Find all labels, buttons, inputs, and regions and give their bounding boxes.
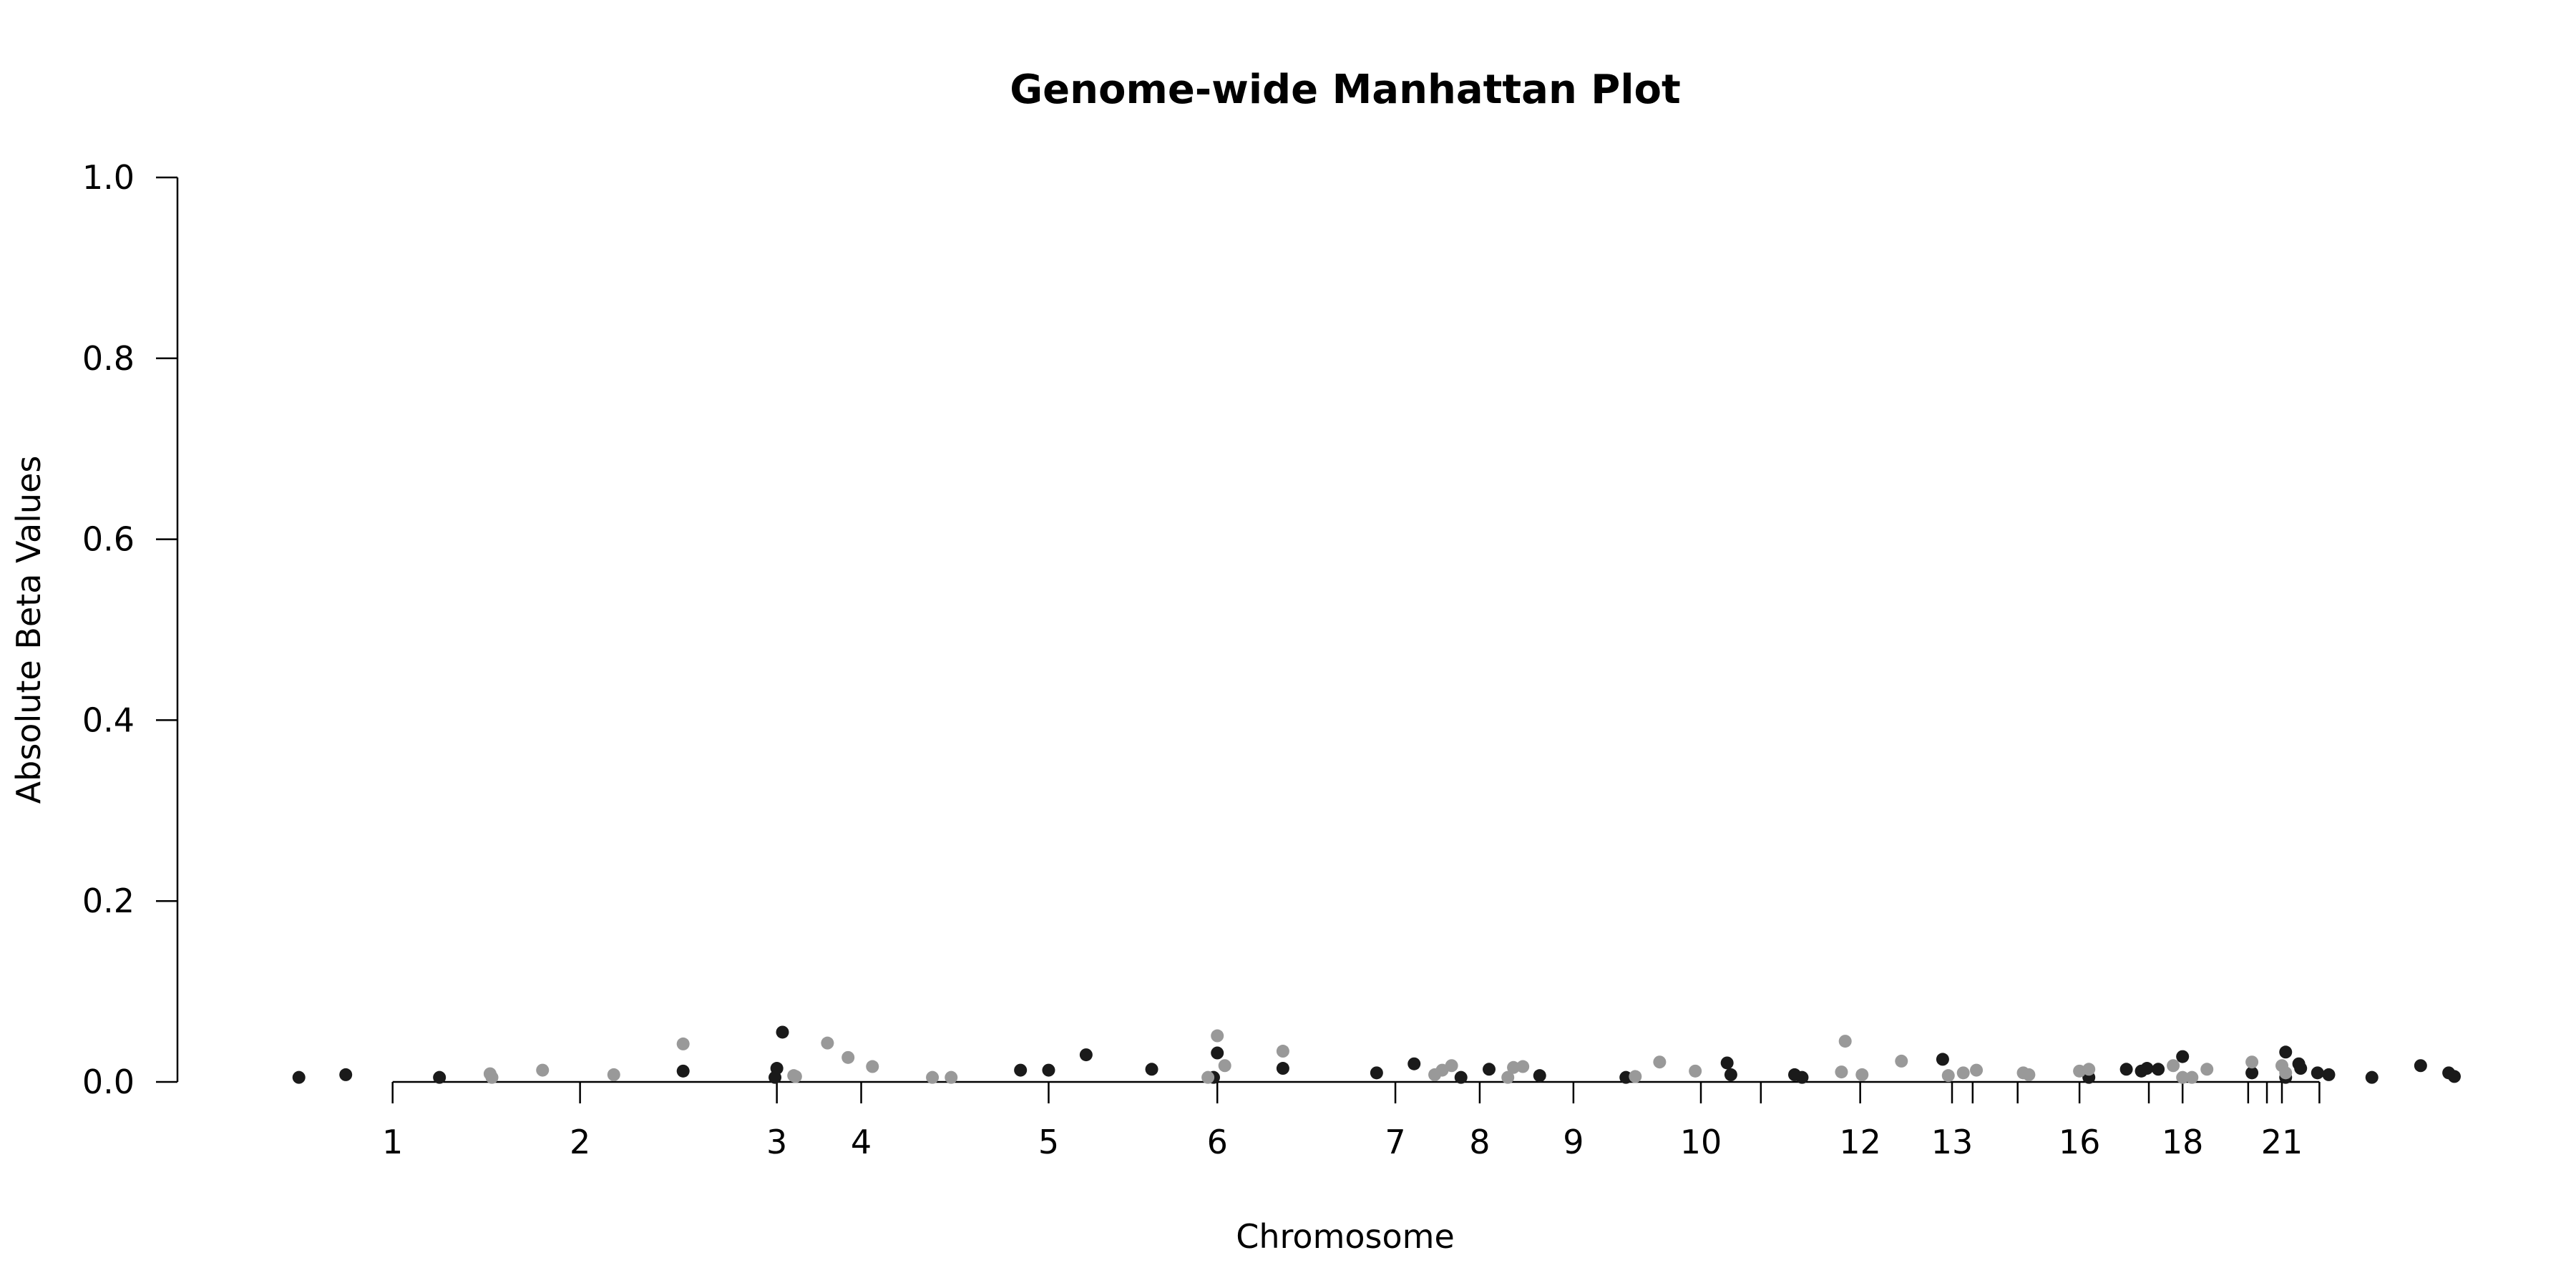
x-tick-label: 5 <box>1038 1123 1059 1161</box>
data-point <box>2322 1068 2336 1081</box>
y-tick-label: 0.4 <box>82 701 135 739</box>
x-tick-label: 8 <box>1469 1123 1490 1161</box>
data-point <box>1407 1057 1421 1070</box>
data-point <box>1445 1059 1458 1073</box>
data-point <box>2185 1070 2199 1084</box>
data-point <box>1042 1063 1055 1077</box>
y-tick-label: 0.2 <box>82 882 135 920</box>
data-point <box>1211 1029 1224 1043</box>
data-point <box>292 1070 306 1084</box>
data-point <box>1079 1048 1093 1062</box>
data-point <box>1201 1070 1215 1084</box>
x-tick-label: 9 <box>1563 1123 1584 1161</box>
x-tick-label: 3 <box>766 1123 787 1161</box>
data-point <box>1835 1065 1848 1079</box>
data-point <box>1720 1056 1734 1070</box>
y-tick-label: 0.0 <box>82 1063 135 1101</box>
x-tick-label: 2 <box>570 1123 590 1161</box>
data-point <box>2176 1070 2190 1084</box>
data-point <box>2119 1063 2133 1076</box>
data-point <box>2140 1062 2154 1075</box>
y-tick-label: 0.6 <box>82 520 135 559</box>
data-point <box>1895 1054 1908 1068</box>
data-point <box>770 1062 784 1075</box>
data-point <box>1014 1063 1028 1077</box>
x-tick-label: 16 <box>2059 1123 2101 1161</box>
data-point <box>821 1036 834 1050</box>
y-tick-label: 1.0 <box>82 158 135 197</box>
data-point <box>1145 1063 1158 1076</box>
data-point <box>1956 1066 1970 1080</box>
data-point <box>339 1068 353 1081</box>
data-point <box>2365 1070 2379 1084</box>
data-point <box>1689 1064 1702 1078</box>
x-tick-label: 7 <box>1385 1123 1405 1161</box>
data-point <box>2311 1066 2324 1080</box>
x-tick-label: 21 <box>2261 1123 2303 1161</box>
data-point <box>1276 1062 1289 1075</box>
data-point <box>776 1025 789 1039</box>
data-point <box>2245 1055 2259 1069</box>
data-point <box>1533 1069 1546 1083</box>
data-point <box>2200 1063 2214 1076</box>
data-point <box>1507 1060 1521 1074</box>
data-point <box>1653 1055 1667 1069</box>
data-point <box>1619 1070 1633 1084</box>
x-tick-label: 6 <box>1207 1123 1228 1161</box>
data-point <box>2279 1066 2293 1080</box>
data-point <box>1483 1063 1496 1076</box>
data-point <box>1516 1060 1530 1073</box>
data-point <box>2176 1050 2190 1063</box>
data-point <box>2448 1070 2461 1083</box>
data-point <box>1501 1070 1515 1084</box>
x-tick-label: 10 <box>1680 1123 1722 1161</box>
y-axis: 0.0 0.2 0.4 0.6 0.8 1.0 <box>82 158 179 1101</box>
y-axis-label: Absolute Beta Values <box>9 456 48 804</box>
data-point <box>433 1070 447 1084</box>
data-point <box>2152 1063 2165 1076</box>
data-point <box>945 1070 958 1084</box>
data-point <box>1838 1035 1852 1048</box>
data-point <box>2279 1045 2293 1059</box>
data-point <box>1970 1063 1984 1077</box>
data-point <box>1370 1066 1383 1080</box>
x-tick-label: 18 <box>2162 1123 2204 1161</box>
data-point <box>485 1070 499 1084</box>
data-point <box>1795 1070 1809 1084</box>
data-point <box>789 1070 802 1083</box>
data-point <box>2245 1066 2259 1080</box>
data-point <box>676 1037 690 1050</box>
data-point <box>841 1050 855 1064</box>
x-axis-label: Chromosome <box>1236 1217 1455 1256</box>
data-point <box>676 1064 690 1078</box>
data-point <box>2167 1059 2180 1073</box>
data-point <box>1218 1059 1231 1073</box>
data-point <box>866 1060 879 1073</box>
data-point <box>2294 1062 2308 1075</box>
x-tick-label: 1 <box>382 1123 403 1161</box>
data-point <box>2022 1068 2036 1081</box>
data-point <box>1941 1069 1955 1083</box>
data-point <box>1855 1068 1869 1081</box>
data-point <box>2414 1059 2427 1073</box>
data-point <box>926 1070 940 1084</box>
x-tick-label: 12 <box>1839 1123 1881 1161</box>
x-axis: 1 2 3 4 5 6 7 8 9 10 12 13 16 18 21 <box>382 1080 2321 1161</box>
x-tick-label: 4 <box>851 1123 872 1161</box>
data-point <box>1276 1045 1289 1058</box>
data-point <box>1629 1070 1642 1083</box>
data-point <box>2082 1063 2096 1076</box>
y-tick-label: 0.8 <box>82 339 135 378</box>
data-point <box>1211 1046 1224 1060</box>
data-point <box>607 1068 620 1081</box>
data-point <box>1454 1070 1468 1084</box>
data-point <box>1724 1068 1737 1081</box>
data-point <box>1936 1053 1949 1066</box>
chart-title: Genome-wide Manhattan Plot <box>1010 67 1681 113</box>
x-tick-label: 13 <box>1931 1123 1974 1161</box>
data-point <box>536 1063 550 1077</box>
data-points <box>292 1025 2461 1084</box>
